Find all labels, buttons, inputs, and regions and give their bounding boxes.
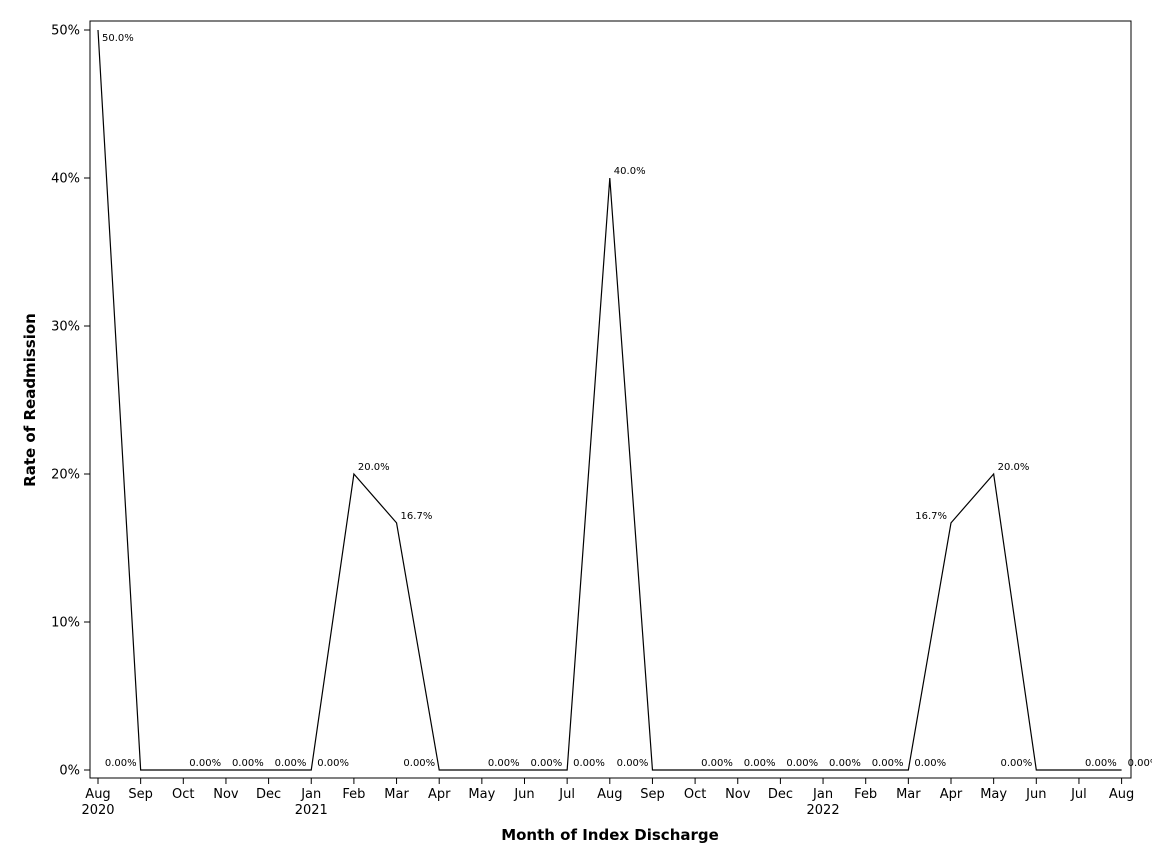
data-label: 0.00% <box>1085 758 1117 769</box>
x-tick-label: Jul <box>558 787 575 802</box>
data-label: 16.7% <box>401 511 433 522</box>
x-tick-label: Apr <box>940 787 963 802</box>
x-tick-label: May <box>980 787 1007 802</box>
data-label: 0.00% <box>617 758 649 769</box>
data-label: 0.00% <box>189 758 221 769</box>
y-tick-label: 0% <box>59 764 80 779</box>
x-year-label: 2020 <box>81 803 114 818</box>
x-tick-label: Dec <box>256 787 281 802</box>
x-year-label: 2021 <box>295 803 328 818</box>
x-tick-label: Oct <box>684 787 706 802</box>
data-label: 0.00% <box>1001 758 1033 769</box>
data-label: 0.00% <box>914 758 946 769</box>
x-tick-label: Aug <box>85 787 110 802</box>
data-label: 0.00% <box>744 758 776 769</box>
x-tick-label: Nov <box>725 787 751 802</box>
data-label: 0.00% <box>275 758 307 769</box>
y-tick-label: 40% <box>51 172 80 187</box>
y-tick-label: 30% <box>51 320 80 335</box>
x-year-label: 2022 <box>807 803 840 818</box>
x-tick-label: Jun <box>513 787 534 802</box>
x-tick-label: Mar <box>896 787 921 802</box>
y-tick-label: 50% <box>51 24 80 39</box>
x-tick-label: Jun <box>1025 787 1046 802</box>
plot-frame <box>89 20 1132 779</box>
data-label: 0.00% <box>786 758 818 769</box>
data-label: 0.00% <box>317 758 349 769</box>
x-tick-label: Feb <box>342 787 365 802</box>
x-tick-label: Feb <box>854 787 877 802</box>
series-line <box>97 29 1122 771</box>
data-label: 0.00% <box>829 758 861 769</box>
data-label: 0.00% <box>573 758 605 769</box>
x-tick-label: Jan <box>812 787 833 802</box>
x-tick-label: Aug <box>1109 787 1134 802</box>
x-tick-label: Apr <box>428 787 451 802</box>
data-label: 0.00% <box>105 758 137 769</box>
data-label: 50.0% <box>102 33 134 44</box>
x-tick-label: Sep <box>640 787 665 802</box>
data-label: 0.00% <box>872 758 904 769</box>
x-tick-label: Mar <box>384 787 409 802</box>
data-label: 0.00% <box>701 758 733 769</box>
y-axis-title: Rate of Readmission <box>21 313 39 487</box>
data-label: 0.00% <box>232 758 264 769</box>
x-tick-label: Oct <box>172 787 194 802</box>
data-label: 20.0% <box>358 462 390 473</box>
data-label: 0.00% <box>403 758 435 769</box>
data-label: 0.00% <box>531 758 563 769</box>
x-tick-label: Dec <box>768 787 793 802</box>
y-axis: 0% 10% 20% 30% 40% 50% <box>51 24 90 779</box>
data-label: 20.0% <box>998 462 1030 473</box>
data-label: 16.7% <box>915 511 947 522</box>
data-labels: 50.0% 0.00% 0.00% 0.00% 0.00% 0.00% 20.0% 16.7%… <box>102 33 1152 769</box>
x-axis-title: Month of Index Discharge <box>501 826 719 844</box>
x-tick-label: Sep <box>128 787 153 802</box>
x-tick-label: Jan <box>300 787 321 802</box>
data-label: 40.0% <box>614 166 646 177</box>
y-tick-label: 10% <box>51 616 80 631</box>
y-tick-label: 20% <box>51 468 80 483</box>
data-label: 0.00% <box>1128 758 1152 769</box>
x-tick-label: Nov <box>213 787 239 802</box>
x-tick-label: Aug <box>597 787 622 802</box>
x-tick-label: May <box>468 787 495 802</box>
x-tick-label: Jul <box>1070 787 1087 802</box>
data-label: 0.00% <box>488 758 520 769</box>
